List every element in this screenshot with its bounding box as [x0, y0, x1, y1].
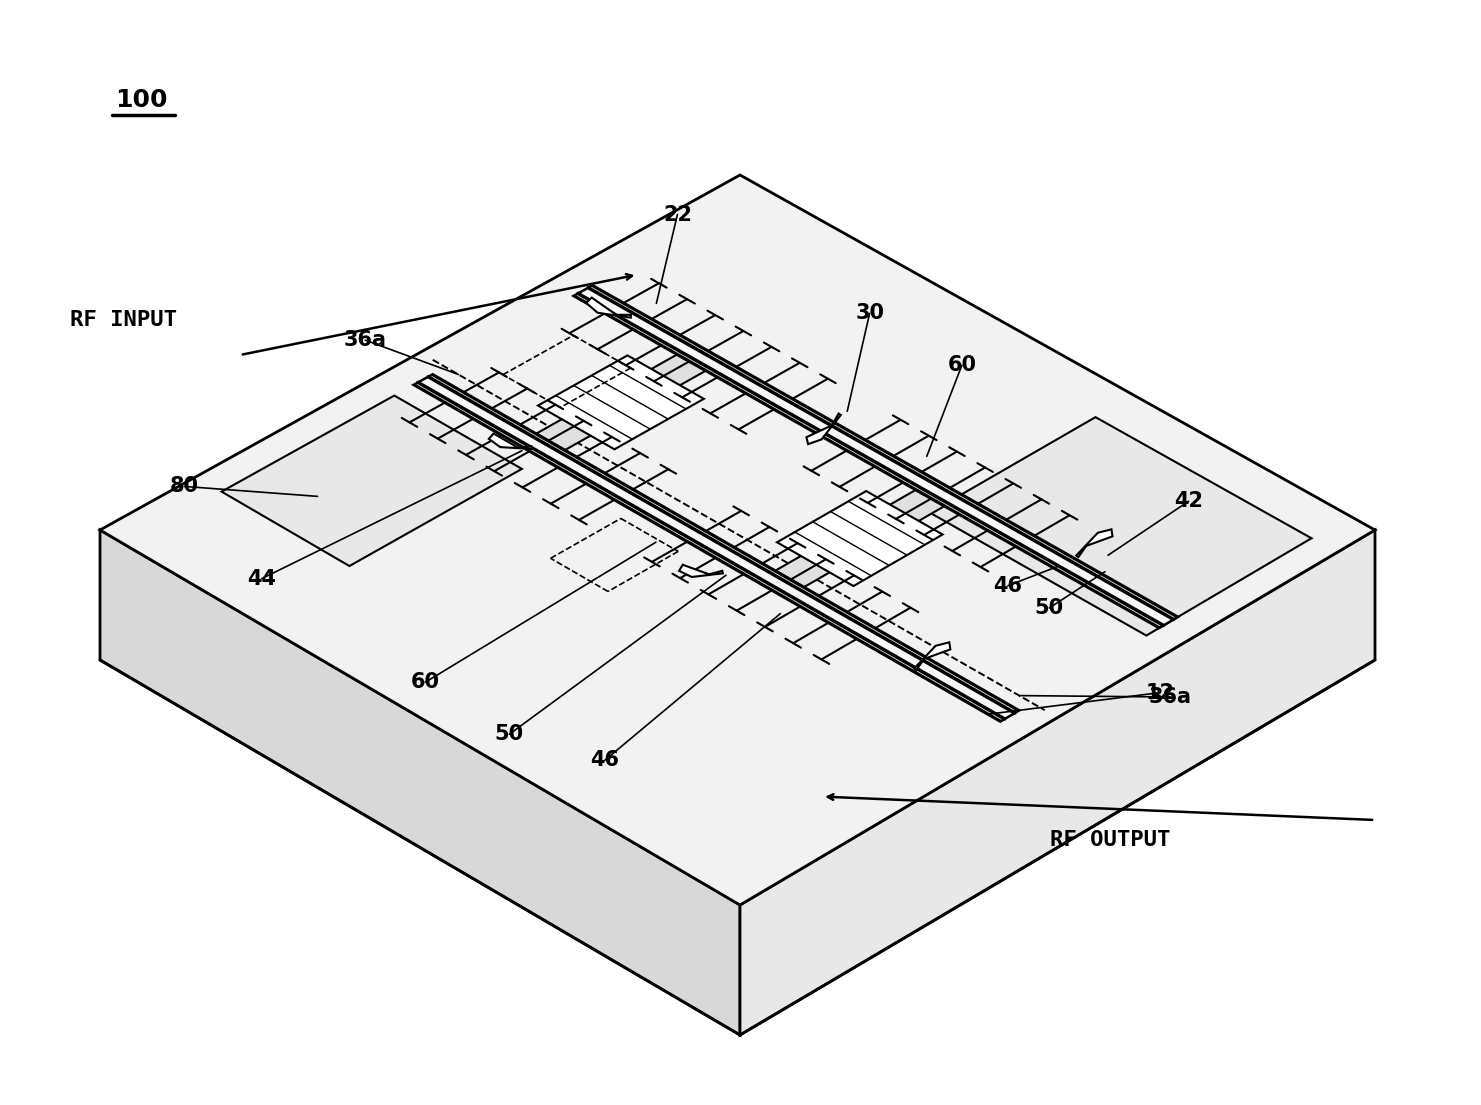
Polygon shape	[680, 565, 723, 577]
Polygon shape	[413, 375, 1019, 722]
Polygon shape	[740, 530, 1374, 1035]
Text: 60: 60	[948, 356, 976, 376]
Polygon shape	[489, 433, 532, 449]
Text: 36a: 36a	[344, 330, 387, 350]
Text: 12: 12	[1146, 683, 1174, 703]
Polygon shape	[573, 285, 1177, 628]
Text: 30: 30	[855, 304, 884, 324]
Polygon shape	[101, 175, 1374, 905]
Polygon shape	[538, 356, 703, 450]
Polygon shape	[101, 530, 740, 1035]
Polygon shape	[536, 355, 705, 450]
Text: 50: 50	[495, 724, 524, 745]
Polygon shape	[778, 491, 942, 586]
Text: 50: 50	[1035, 598, 1063, 618]
Text: 36a: 36a	[1148, 687, 1191, 707]
Polygon shape	[222, 396, 521, 566]
Text: 100: 100	[116, 88, 167, 112]
Text: 22: 22	[663, 204, 692, 224]
Polygon shape	[914, 642, 951, 670]
Polygon shape	[1077, 529, 1112, 557]
Text: 46: 46	[589, 750, 619, 770]
Polygon shape	[930, 418, 1312, 635]
Text: RF OUTPUT: RF OUTPUT	[1050, 830, 1170, 850]
Text: RF INPUT: RF INPUT	[70, 311, 178, 330]
Text: 46: 46	[994, 576, 1022, 596]
Text: 60: 60	[410, 672, 440, 692]
Polygon shape	[807, 413, 841, 444]
Polygon shape	[776, 490, 945, 587]
Text: 44: 44	[247, 569, 275, 589]
Text: 42: 42	[1174, 492, 1203, 512]
Polygon shape	[586, 297, 631, 317]
Text: 80: 80	[170, 476, 198, 496]
